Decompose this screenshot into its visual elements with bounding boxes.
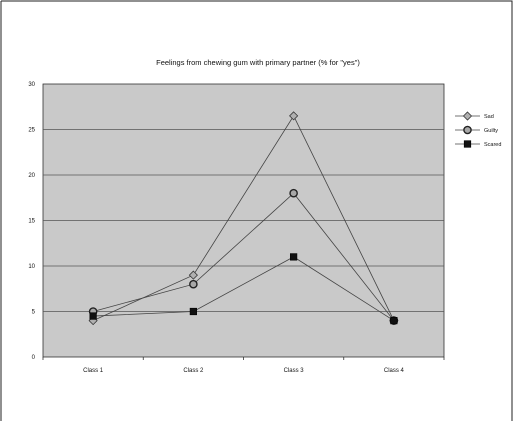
point-sad: [188, 270, 198, 280]
legend-label-guilty: Guilty: [484, 128, 498, 134]
series-line-guilty: [93, 192, 395, 321]
point-sad: [289, 111, 299, 121]
series-line-scared: [93, 256, 395, 321]
y-tick-label: 10: [28, 264, 35, 270]
legend-marker-sad: [462, 111, 473, 121]
plot-area: 0 5 10 15 20 25 30 Class 1 Class 2 Class 3 Class 4: [28, 82, 445, 374]
y-tick-label: 25: [28, 128, 35, 134]
point-guilty: [189, 279, 198, 289]
legend-label-sad: Sad: [484, 114, 494, 120]
y-tick-label: 30: [28, 82, 35, 88]
x-tick-label: Class 3: [284, 368, 305, 374]
legend: Sad Guilty Scared: [455, 111, 501, 148]
point-scared: [89, 312, 97, 320]
x-tick-label: Class 4: [384, 368, 405, 374]
point-scared: [390, 316, 398, 325]
point-scared: [290, 253, 298, 261]
point-guilty: [289, 188, 298, 198]
y-tick-label: 20: [28, 173, 35, 179]
y-tick-label: 5: [32, 310, 36, 316]
y-tick-label: 15: [28, 219, 35, 225]
chart-title: Feelings from chewing gum with primary p…: [156, 58, 360, 67]
x-tick-label: Class 2: [183, 368, 204, 374]
legend-label-scared: Scared: [484, 142, 501, 148]
x-tick-label: Class 1: [83, 368, 104, 374]
legend-marker-scared: [463, 140, 472, 148]
y-tick-label: 0: [32, 355, 36, 361]
point-scared: [189, 307, 197, 316]
legend-marker-guilty: [463, 125, 472, 135]
